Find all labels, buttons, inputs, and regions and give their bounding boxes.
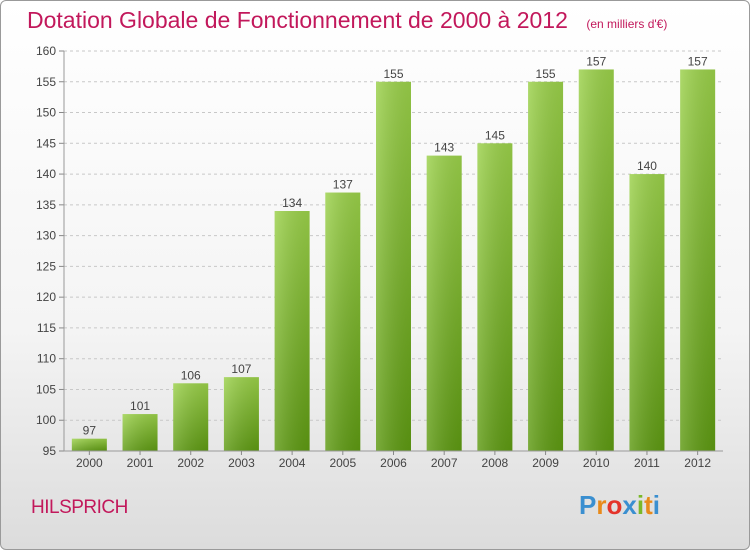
x-tick-label: 2003: [228, 456, 255, 470]
y-tick-label: 95: [43, 444, 57, 458]
x-tick-label: 2007: [431, 456, 458, 470]
x-tick-label: 2001: [127, 456, 154, 470]
y-tick-label: 135: [36, 198, 56, 212]
logo-letter: o: [606, 490, 623, 520]
bar-shade: [376, 81, 411, 452]
data-label: 97: [83, 424, 97, 438]
logo-letter: t: [644, 490, 653, 520]
bar-shade: [578, 69, 614, 451]
logo-letter: P: [579, 490, 597, 520]
bar-shade: [629, 174, 665, 452]
bar-shade: [426, 155, 462, 451]
bar-shade: [528, 81, 564, 452]
y-tick-label: 100: [36, 413, 56, 427]
x-tick-label: 2010: [583, 456, 610, 470]
x-tick-label: 2000: [76, 456, 103, 470]
x-tick-label: 2004: [279, 456, 306, 470]
logo-letter: r: [596, 490, 607, 520]
data-label: 157: [688, 54, 708, 68]
chart-title: Dotation Globale de Fonctionnement de 20…: [27, 7, 568, 33]
y-tick-label: 130: [36, 229, 56, 243]
y-tick-label: 155: [36, 75, 56, 89]
y-tick-label: 160: [36, 44, 56, 58]
bar-shade: [274, 211, 310, 451]
y-tick-label: 115: [37, 321, 56, 335]
data-label: 143: [434, 141, 454, 155]
x-tick-label: 2009: [532, 456, 559, 470]
data-label: 134: [282, 196, 302, 210]
data-label: 155: [536, 67, 556, 81]
y-tick-label: 105: [36, 382, 56, 396]
proxiti-logo: Proxiti: [579, 490, 660, 521]
bar-shade: [477, 143, 513, 452]
data-label: 145: [485, 128, 505, 142]
data-label: 101: [130, 399, 150, 413]
data-label: 155: [383, 67, 403, 81]
bar-shade: [680, 69, 716, 451]
logo-letter: x: [622, 490, 637, 520]
bar-shade: [173, 383, 209, 451]
logo-letter: i: [652, 490, 660, 520]
data-label: 137: [333, 178, 353, 192]
x-tick-label: 2011: [634, 456, 660, 470]
bar-shade: [223, 377, 259, 451]
data-label: 107: [231, 362, 251, 376]
y-tick-label: 120: [36, 290, 56, 304]
chart-unit: (en milliers d'€): [586, 17, 668, 31]
logo-letter: i: [636, 490, 645, 520]
x-tick-label: 2005: [329, 456, 356, 470]
x-tick-label: 2006: [380, 456, 407, 470]
data-label: 106: [181, 368, 201, 382]
x-tick-label: 2002: [177, 456, 204, 470]
data-label: 140: [637, 159, 657, 173]
bar-shade: [122, 414, 158, 451]
x-tick-label: 2008: [482, 456, 509, 470]
y-tick-label: 145: [36, 136, 56, 150]
bar-shade: [71, 438, 107, 451]
x-tick-label: 2012: [684, 456, 711, 470]
y-tick-label: 110: [37, 352, 56, 366]
data-label: 157: [586, 54, 606, 68]
commune-name: HILSPRICH: [31, 497, 128, 518]
y-tick-label: 125: [36, 259, 56, 273]
y-tick-label: 140: [36, 167, 56, 181]
bar-shade: [325, 192, 361, 452]
y-tick-label: 150: [36, 106, 56, 120]
chart-header: Dotation Globale de Fonctionnement de 20…: [27, 7, 667, 34]
